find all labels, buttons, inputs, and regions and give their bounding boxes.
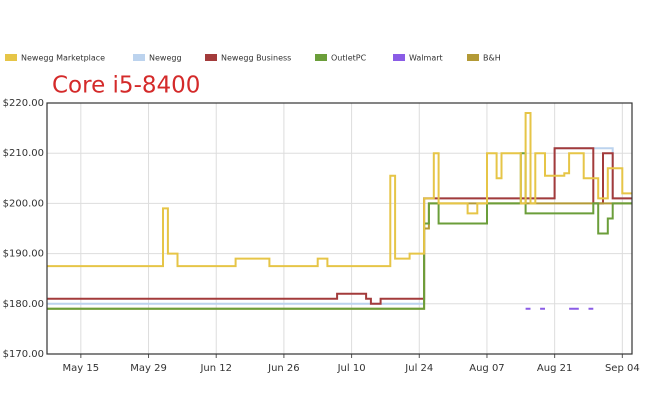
x-tick-label: May 15 <box>63 363 100 374</box>
legend-swatch <box>205 54 217 61</box>
x-tick-label: Jul 24 <box>404 363 433 374</box>
x-tick-label: Sep 04 <box>605 363 640 374</box>
legend-swatch <box>315 54 327 61</box>
legend-swatch <box>133 54 145 61</box>
x-tick-label: Jun 12 <box>199 363 232 374</box>
x-tick-label: Aug 21 <box>537 363 572 374</box>
plot-border <box>46 102 633 355</box>
x-tick-label: Jun 26 <box>267 363 300 374</box>
legend-label: Walmart <box>409 54 443 63</box>
legend-swatch <box>5 54 17 61</box>
x-tick-label: May 29 <box>130 363 167 374</box>
x-tick-label: Aug 07 <box>469 363 504 374</box>
legend-label: OutletPC <box>331 54 367 63</box>
y-tick-label: $220.00 <box>3 98 44 109</box>
plot-area <box>47 103 632 354</box>
chart-title: Core i5-8400 <box>52 73 200 99</box>
legend-swatch <box>467 54 479 61</box>
y-tick-label: $200.00 <box>3 198 44 209</box>
legend-label: Newegg Marketplace <box>21 54 105 63</box>
price-line <box>47 112 632 268</box>
legend-label: Newegg <box>149 54 182 63</box>
x-tick-label: Jul 10 <box>337 363 366 374</box>
y-tick-label: $210.00 <box>3 148 44 159</box>
legend-label: Newegg Business <box>221 54 291 63</box>
y-tick-label: $180.00 <box>3 299 44 310</box>
legend-swatch <box>393 54 405 61</box>
legend-label: B&H <box>483 54 501 63</box>
y-tick-label: $170.00 <box>3 349 44 360</box>
y-tick-label: $190.00 <box>3 249 44 260</box>
